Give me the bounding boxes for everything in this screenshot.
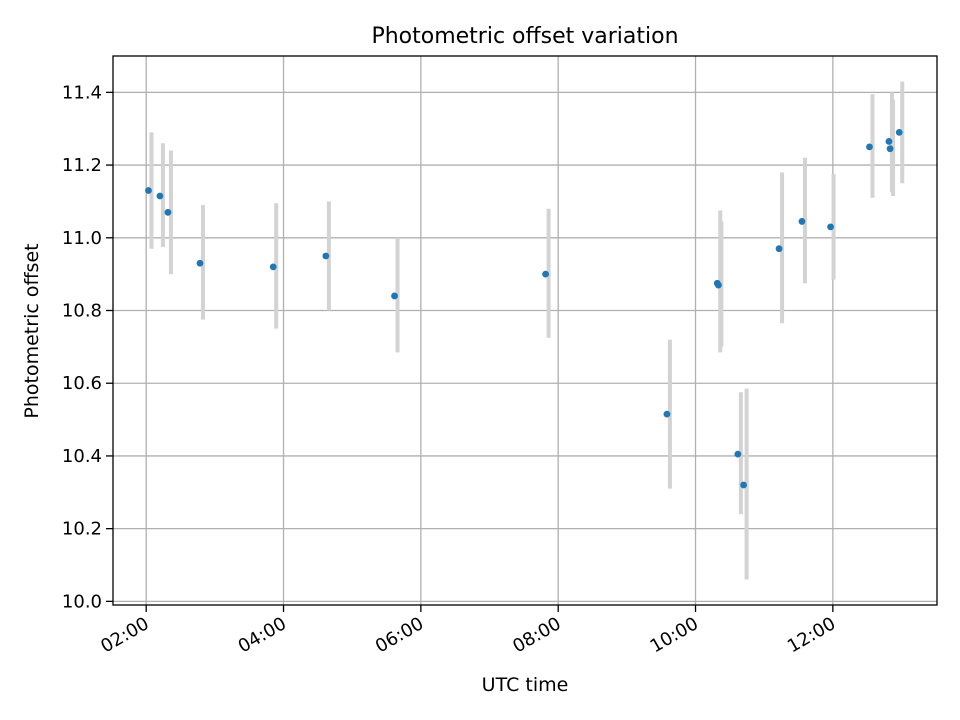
data-point — [196, 259, 204, 267]
grid-lines — [113, 56, 937, 605]
y-axis-ticks: 10.0 10.2 10.4 10.6 10.8 11.0 11.2 11.4 — [62, 82, 113, 612]
y-tick-label: 10.8 — [62, 301, 102, 322]
y-axis-label: Photometric offset — [21, 243, 43, 418]
data-point — [886, 145, 894, 153]
chart-title: Photometric offset variation — [371, 24, 678, 49]
data-point — [895, 128, 903, 136]
data-point — [885, 138, 893, 145]
data-point — [156, 192, 164, 200]
y-tick-label: 10.0 — [62, 591, 102, 612]
data-point — [542, 270, 549, 278]
y-tick-label: 10.6 — [62, 373, 102, 394]
data-point — [775, 245, 783, 253]
y-tick-label: 10.4 — [62, 446, 102, 467]
data-point — [322, 252, 330, 260]
data-point — [715, 281, 722, 289]
data-point — [798, 218, 806, 225]
data-point — [391, 292, 398, 300]
data-point — [827, 223, 834, 231]
data-point — [734, 450, 742, 458]
data-point — [663, 410, 671, 418]
y-tick-label: 11.4 — [62, 82, 102, 103]
data-point — [145, 187, 152, 194]
x-axis-label: UTC time — [482, 674, 569, 696]
y-tick-label: 10.2 — [62, 519, 102, 540]
data-point — [866, 143, 873, 151]
y-tick-label: 11.0 — [62, 228, 102, 249]
plot-frame — [112, 55, 938, 606]
data-point — [740, 481, 747, 489]
data-points — [145, 128, 903, 489]
data-point — [269, 263, 277, 271]
y-tick-label: 11.2 — [62, 155, 102, 176]
data-point — [164, 208, 172, 216]
